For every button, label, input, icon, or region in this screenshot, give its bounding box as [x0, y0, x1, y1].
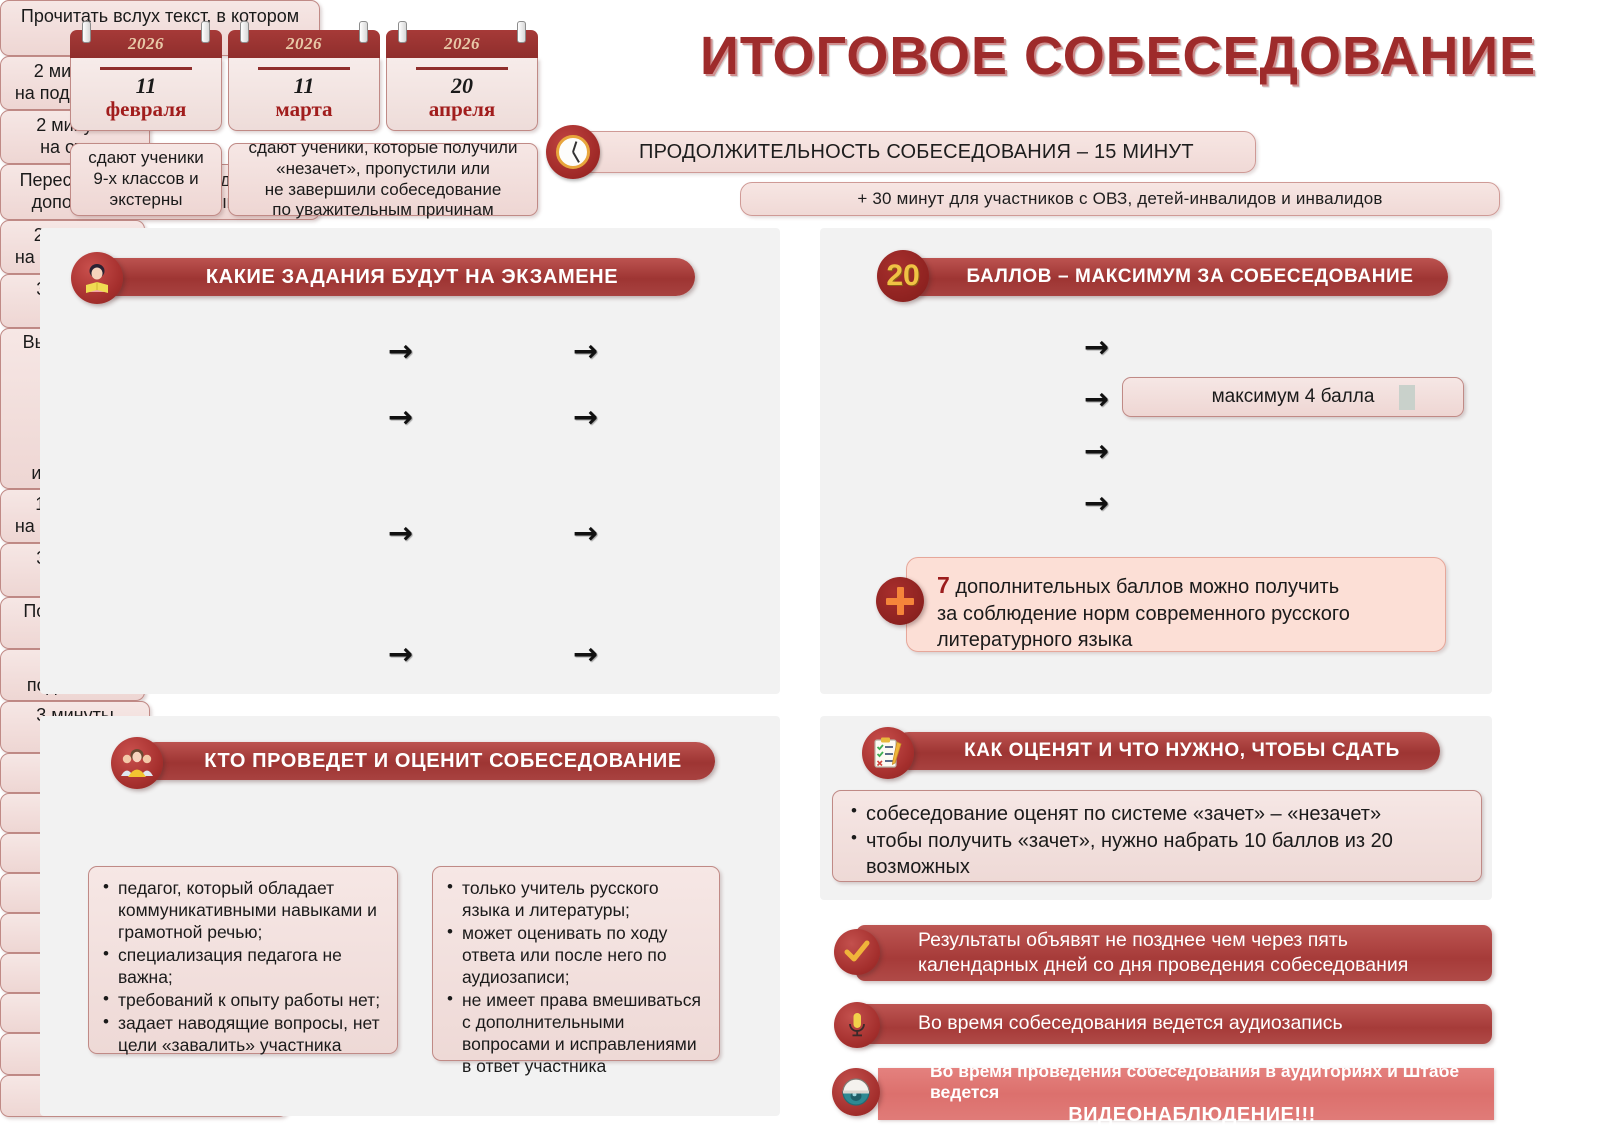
people-group-icon	[111, 737, 163, 789]
cctv-camera-icon	[832, 1068, 880, 1116]
score-highlight-marker	[1399, 385, 1415, 410]
calendar-rule	[258, 67, 350, 70]
date-note-2: сдают ученики, которые получили «незачет…	[228, 138, 538, 219]
arrow-icon: →	[1084, 434, 1110, 469]
arrow-icon: →	[573, 637, 599, 672]
list-item: требований к опыту работы нет;	[103, 988, 387, 1011]
list-item: педагог, который обладает коммуникативны…	[103, 876, 387, 943]
calendar-day-3: 20	[451, 73, 473, 98]
calendar-ring-icon	[359, 21, 368, 43]
plus-icon	[876, 577, 924, 625]
grading-section-header: КАК ОЦЕНЯТ И ЧТО НУЖНО, ЧТОБЫ СДАТЬ	[890, 732, 1440, 770]
list-item: не имеет права вмешиваться с дополнитель…	[447, 988, 709, 1077]
calendar-day-1: 11	[135, 73, 157, 98]
arrow-icon: →	[1084, 486, 1110, 521]
bonus-text: дополнительных баллов можно получить за …	[937, 576, 1350, 652]
list-item: чтобы получить «зачет», нужно набрать 10…	[851, 827, 1471, 880]
calendar-ring-icon	[201, 21, 210, 43]
date-note-1: сдают ученики 9-х классов и экстерны	[70, 143, 222, 216]
calendar-ring-icon	[517, 21, 526, 43]
bonus-number: 7	[937, 572, 950, 598]
calendar-month-1: февраля	[105, 97, 187, 122]
calendar-card-2: 2026 11 марта	[228, 21, 380, 132]
score-value-2-row: максимум 4 балла	[1122, 377, 1464, 417]
arrow-icon: →	[388, 334, 414, 369]
reading-person-icon	[71, 252, 123, 304]
calendar-body-2: 11 марта	[228, 58, 380, 132]
calendar-month-2: марта	[275, 97, 333, 122]
arrow-icon: →	[573, 400, 599, 435]
check-icon	[834, 929, 880, 975]
calendar-rule	[100, 67, 192, 70]
calendar-header-2: 2026	[228, 21, 380, 58]
calendar-month-3: апреля	[428, 97, 496, 122]
calendar-body-1: 11 февраля	[70, 58, 222, 132]
arrow-icon: →	[573, 516, 599, 551]
score-value-2: максимум 4 балла	[1211, 386, 1375, 407]
arrow-icon: →	[388, 637, 414, 672]
microphone-icon	[834, 1002, 880, 1048]
clock-icon	[546, 125, 600, 179]
list-item: задает наводящие вопросы, нет цели «зава…	[103, 1011, 387, 1056]
calendar-ring-icon	[82, 21, 91, 43]
duration-bar: ПРОДОЛЖИТЕЛЬНОСТЬ СОБЕСЕДОВАНИЯ – 15 МИН…	[576, 131, 1256, 173]
video-notice-line2: ВИДЕОНАБЛЮДЕНИЕ!!!	[1068, 1104, 1316, 1126]
tasks-panel	[40, 228, 780, 694]
examiners-section-header: КТО ПРОВЕДЕТ И ОЦЕНИТ СОБЕСЕДОВАНИЕ	[137, 742, 715, 780]
page-title: ИТОГОВОЕ СОБЕСЕДОВАНИЕ	[700, 26, 1537, 86]
video-notice: Во время проведения собеседования в ауди…	[878, 1061, 1494, 1126]
arrow-icon: →	[1084, 382, 1110, 417]
calendar-ring-icon	[240, 21, 249, 43]
arrow-icon: →	[1084, 330, 1110, 365]
calendar-card-3: 2026 20 апреля	[386, 21, 538, 132]
bonus-box: 7 дополнительных баллов можно получить з…	[906, 557, 1446, 652]
calendar-header-1: 2026	[70, 21, 222, 58]
examiner-list-1: педагог, который обладает коммуникативны…	[88, 866, 398, 1056]
list-item: может оценивать по ходу ответа или после…	[447, 921, 709, 988]
list-item: только учитель русского языка и литерату…	[447, 876, 709, 921]
score-badge-20: 20	[877, 250, 929, 302]
calendar-year-3: 2026	[444, 34, 480, 53]
arrow-icon: →	[388, 400, 414, 435]
duration-extra-text: + 30 минут для участников с ОВЗ, детей-и…	[857, 189, 1383, 208]
calendar-rule	[416, 67, 508, 70]
list-item: специализация педагога не важна;	[103, 943, 387, 988]
calendar-year-1: 2026	[128, 34, 164, 53]
calendar-card-1: 2026 11 февраля	[70, 21, 222, 132]
clipboard-checklist-icon	[862, 727, 914, 779]
arrow-icon: →	[388, 516, 414, 551]
tasks-section-header: КАКИЕ ЗАДАНИЯ БУДУТ НА ЭКЗАМЕНЕ	[95, 258, 695, 296]
duration-text: ПРОДОЛЖИТЕЛЬНОСТЬ СОБЕСЕДОВАНИЯ – 15 МИН…	[639, 140, 1194, 163]
calendar-ring-icon	[398, 21, 407, 43]
calendar-day-2: 11	[293, 73, 315, 98]
duration-extra-bar: + 30 минут для участников с ОВЗ, детей-и…	[740, 182, 1500, 216]
calendar-body-3: 20 апреля	[386, 58, 538, 132]
video-notice-line1: Во время проведения собеседования в ауди…	[930, 1061, 1460, 1102]
notice-results: Результаты объявят не позднее чем через …	[856, 925, 1492, 981]
list-item: собеседование оценят по системе «зачет» …	[851, 800, 1471, 827]
calendar-header-3: 2026	[386, 21, 538, 58]
calendar-year-2: 2026	[286, 34, 322, 53]
arrow-icon: →	[573, 334, 599, 369]
examiner-list-2: только учитель русского языка и литерату…	[432, 866, 720, 1076]
grading-list: собеседование оценят по системе «зачет» …	[832, 790, 1482, 882]
notice-audio: Во время собеседования ведется аудиозапи…	[856, 1004, 1492, 1044]
score-section-header: БАЛЛОВ – МАКСИМУМ ЗА СОБЕСЕДОВАНИЕ	[900, 258, 1448, 296]
